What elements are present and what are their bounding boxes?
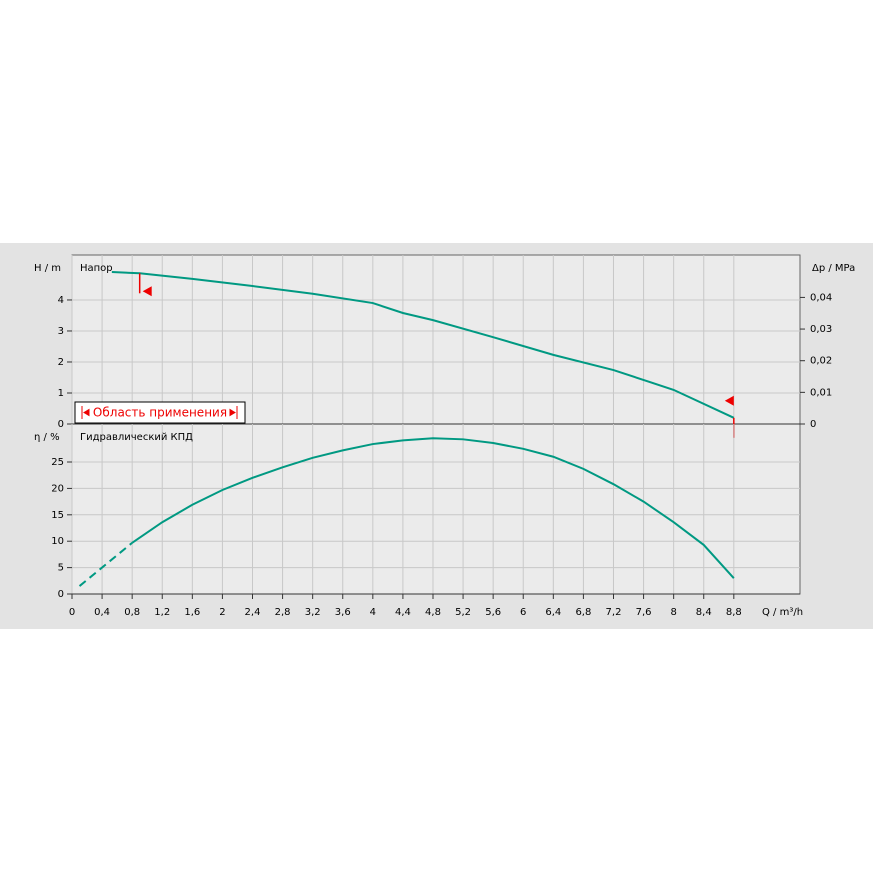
- range-arrow: [724, 395, 734, 406]
- y-tick-label: 4: [58, 295, 64, 306]
- y-axis-label: η / %: [34, 432, 60, 443]
- curve: [78, 542, 133, 587]
- x-tick-label: 0,8: [124, 607, 140, 618]
- x-tick-label: 1,2: [154, 607, 170, 618]
- x-tick-label: 6,4: [545, 607, 561, 618]
- x-tick-label: 2: [219, 607, 225, 618]
- x-tick-label: 8,4: [696, 607, 712, 618]
- y2-tick-label: 0,04: [810, 292, 832, 303]
- curve: [131, 437, 735, 579]
- annotation: Напор: [80, 263, 113, 274]
- x-tick-label: 8,8: [726, 607, 742, 618]
- y-tick-label: 10: [51, 536, 64, 547]
- y-tick-label: 25: [51, 457, 64, 468]
- y2-tick-label: 0,01: [810, 387, 832, 398]
- y-axis-label: H / m: [34, 263, 61, 274]
- y-tick-label: 5: [58, 563, 64, 574]
- x-tick-label: 7,6: [636, 607, 652, 618]
- x-tick-label: 2,8: [275, 607, 291, 618]
- x-tick-label: 4,8: [425, 607, 441, 618]
- y-tick-label: 2: [58, 357, 64, 368]
- y-tick-label: 0: [58, 589, 64, 600]
- x-tick-label: 5,6: [485, 607, 501, 618]
- x-tick-label: 3,6: [335, 607, 351, 618]
- y-tick-label: 20: [51, 483, 64, 494]
- x-tick-label: 4,4: [395, 607, 411, 618]
- y-tick-label: 1: [58, 388, 64, 399]
- y2-tick-label: 0: [810, 419, 816, 430]
- x-tick-label: 5,2: [455, 607, 471, 618]
- range-icon: [81, 406, 238, 419]
- y2-axis-label: Δp / MPa: [812, 263, 855, 274]
- y-tick-label: 3: [58, 326, 64, 337]
- y2-tick-label: 0,02: [810, 356, 832, 367]
- x-tick-label: 7,2: [606, 607, 622, 618]
- x-tick-label: 0: [69, 607, 75, 618]
- curve: [111, 271, 735, 419]
- range-arrow: [142, 286, 152, 297]
- x-tick-label: 1,6: [184, 607, 200, 618]
- x-tick-label: 6,8: [575, 607, 591, 618]
- x-tick-label: 8: [670, 607, 676, 618]
- x-tick-label: 3,2: [305, 607, 321, 618]
- y-tick-label: 15: [51, 510, 64, 521]
- range-label: Область применения: [93, 406, 227, 420]
- x-tick-label: 0,4: [94, 607, 110, 618]
- x-tick-label: 6: [520, 607, 526, 618]
- annotation: Гидравлический КПД: [80, 432, 193, 443]
- x-tick-label: 4: [370, 607, 376, 618]
- range-box: [74, 401, 246, 424]
- x-tick-label: 2,4: [245, 607, 261, 618]
- y2-tick-label: 0,03: [810, 324, 832, 335]
- y-tick-label: 0: [58, 419, 64, 430]
- x-axis-label: Q / m³/h: [762, 607, 803, 618]
